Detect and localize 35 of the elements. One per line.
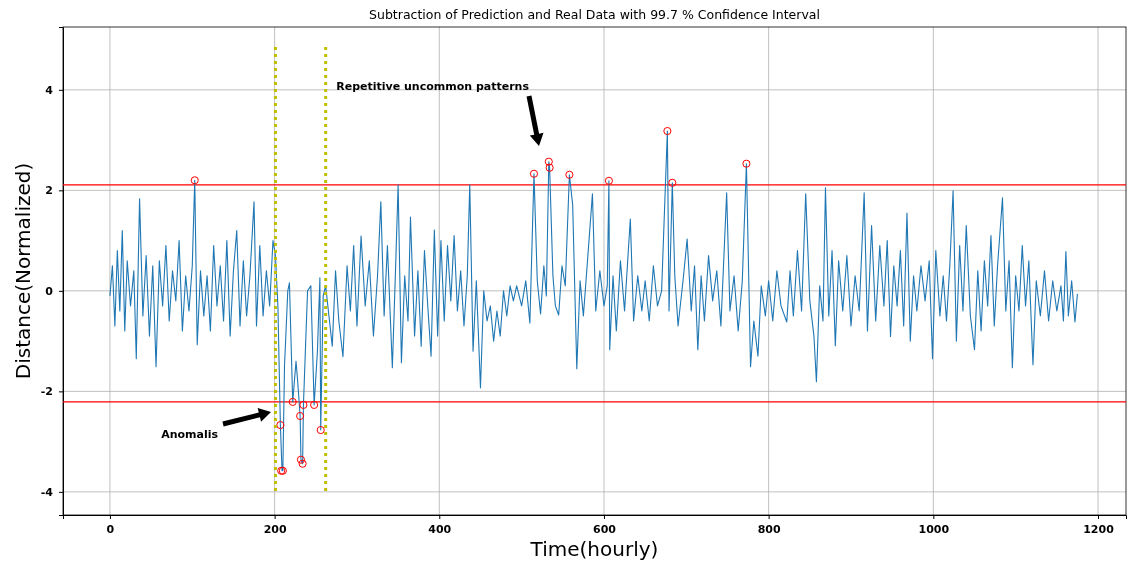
point bbox=[663, 126, 672, 136]
point bbox=[276, 420, 285, 430]
point bbox=[296, 411, 305, 421]
x-tick-label: 400 bbox=[428, 522, 452, 536]
point bbox=[544, 157, 553, 166]
y-tick-label: 0 bbox=[45, 284, 54, 298]
point bbox=[298, 459, 307, 468]
point bbox=[529, 169, 539, 178]
point bbox=[190, 176, 199, 185]
point bbox=[742, 159, 751, 168]
point bbox=[565, 170, 574, 179]
x-tick-label: 200 bbox=[263, 522, 287, 536]
point bbox=[668, 178, 677, 187]
x-tick-label: 800 bbox=[757, 522, 781, 536]
point bbox=[288, 397, 297, 406]
y-tick-label: 4 bbox=[45, 83, 54, 97]
x-axis-title: Time(hourly) bbox=[529, 537, 659, 561]
x-tick-label: 1000 bbox=[918, 522, 950, 536]
point bbox=[310, 400, 319, 409]
point bbox=[316, 426, 325, 435]
point bbox=[545, 163, 554, 172]
x-tick-label: 0 bbox=[106, 522, 115, 536]
y-tick-label: 2 bbox=[45, 184, 53, 198]
y-axis-title: Distance(Normalized) bbox=[11, 162, 35, 380]
x-tick-label: 1200 bbox=[1083, 522, 1115, 536]
y-tick-label: -2 bbox=[40, 385, 53, 399]
line-series bbox=[109, 130, 1078, 472]
annotation: Anomalis bbox=[161, 428, 219, 441]
x-tick-label: 600 bbox=[592, 522, 617, 536]
chart-title: Subtraction of Prediction and Real Data with 99.7 % Confidence Interval bbox=[369, 7, 820, 22]
point bbox=[604, 176, 613, 185]
annotation: Repetitive uncommon patterns bbox=[336, 80, 530, 93]
y-tick-label: -4 bbox=[40, 485, 54, 499]
point bbox=[299, 400, 308, 409]
point bbox=[296, 455, 306, 464]
